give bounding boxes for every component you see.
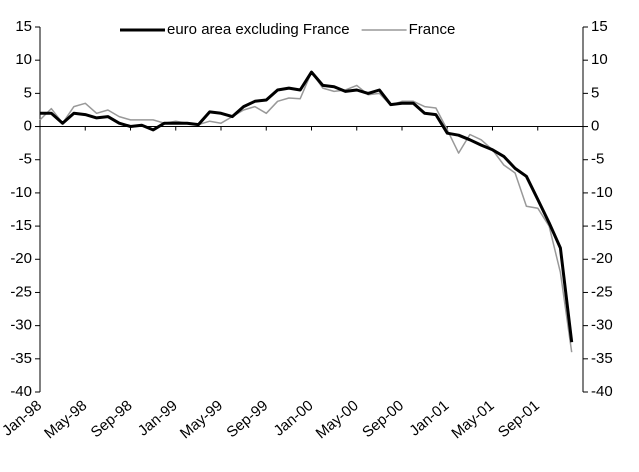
y-tick-label: 10 (15, 51, 32, 68)
y-tick-label: 15 (15, 18, 32, 35)
y2-tick-label: 15 (591, 18, 608, 35)
x-tick-label: May-00 (313, 397, 362, 442)
y-tick-label: -40 (10, 383, 32, 400)
legend: euro area excluding France France (120, 21, 455, 38)
legend-label: France (409, 21, 456, 38)
x-tick-label: Jan-99 (135, 397, 181, 440)
y-tick-label: 5 (24, 84, 32, 101)
y2-tick-label: -40 (591, 383, 613, 400)
y2-tick-label: 0 (591, 118, 599, 135)
y2-tick-label: -20 (591, 250, 613, 267)
x-tick-label: Sep-01 (495, 397, 543, 441)
y2-tick-label: -5 (591, 151, 604, 168)
y-tick-label: -5 (19, 151, 32, 168)
series-line (40, 70, 574, 343)
x-tick-label: Sep-98 (88, 397, 136, 441)
y2-tick-label: -25 (591, 283, 613, 300)
y-tick-label: -25 (10, 283, 32, 300)
y-tick-label: -30 (10, 317, 32, 334)
x-tick-label: Sep-99 (223, 397, 271, 441)
y-tick-label: -35 (10, 350, 32, 367)
x-tick-label: May-98 (41, 397, 90, 442)
x-tick-label: May-01 (448, 397, 497, 442)
y-tick-label: -15 (10, 217, 32, 234)
y-tick-label: 0 (24, 118, 32, 135)
x-tick-label: Jan-98 (0, 397, 45, 440)
series-line (39, 71, 573, 353)
x-tick-label: Jan-00 (271, 397, 317, 440)
x-tick-label: May-99 (177, 397, 226, 442)
legend-label: euro area excluding France (167, 21, 350, 38)
y2-tick-label: -35 (591, 350, 613, 367)
y2-tick-label: -30 (591, 317, 613, 334)
y2-tick-label: 10 (591, 51, 608, 68)
y-tick-label: -20 (10, 250, 32, 267)
y-tick-label: -10 (10, 184, 32, 201)
y2-tick-label: -15 (591, 217, 613, 234)
x-tick-label: Sep-00 (359, 397, 407, 441)
x-tick-label: Jan-01 (406, 397, 452, 440)
y2-tick-label: 5 (591, 84, 599, 101)
y2-tick-label: -10 (591, 184, 613, 201)
